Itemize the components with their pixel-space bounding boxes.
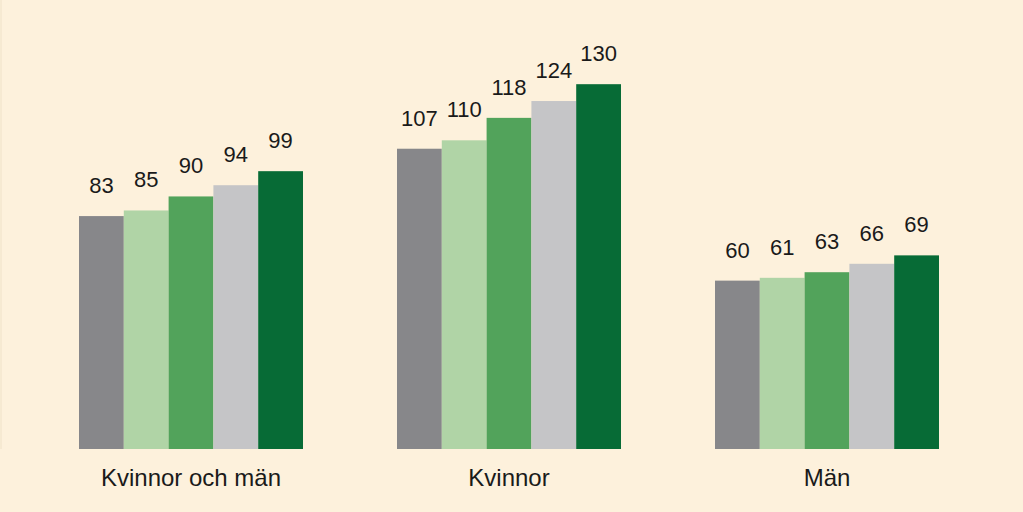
data-label: 69 bbox=[904, 212, 928, 237]
category-label: Kvinnor och män bbox=[101, 464, 281, 491]
data-label: 99 bbox=[268, 128, 292, 153]
data-label: 94 bbox=[224, 142, 248, 167]
data-label: 66 bbox=[860, 221, 884, 246]
bars bbox=[79, 84, 939, 449]
data-label: 110 bbox=[447, 97, 482, 122]
bar bbox=[213, 185, 258, 449]
bar bbox=[576, 84, 621, 449]
data-label: 83 bbox=[89, 173, 113, 198]
background bbox=[0, 0, 1023, 512]
data-label: 124 bbox=[535, 58, 572, 83]
data-label: 130 bbox=[580, 41, 617, 66]
bar bbox=[169, 196, 214, 449]
data-label: 107 bbox=[401, 106, 438, 131]
data-label: 63 bbox=[815, 229, 839, 254]
data-label: 90 bbox=[179, 153, 203, 178]
bar bbox=[849, 264, 894, 449]
data-label: 60 bbox=[725, 238, 749, 263]
category-label: Män bbox=[804, 464, 851, 491]
data-label: 118 bbox=[491, 75, 526, 100]
bar bbox=[124, 210, 169, 449]
bar bbox=[79, 216, 124, 449]
chart-svg: 83 85 90 94 99 Kvinnor och män 107 110 118 124 130… bbox=[0, 0, 1023, 512]
bar bbox=[805, 272, 850, 449]
labels: 83 85 90 94 99 Kvinnor och män 107 110 118 124 130… bbox=[89, 41, 929, 491]
bar bbox=[258, 171, 303, 449]
bar bbox=[397, 149, 442, 449]
y-axis-line bbox=[1, 0, 2, 449]
bar bbox=[894, 255, 939, 449]
category-label: Kvinnor bbox=[468, 464, 549, 491]
data-label: 61 bbox=[770, 235, 794, 260]
bar bbox=[715, 281, 760, 449]
bar bbox=[442, 140, 487, 449]
bar bbox=[487, 118, 532, 449]
bar bbox=[760, 278, 805, 449]
chart: 83 85 90 94 99 Kvinnor och män 107 110 118 124 130… bbox=[0, 0, 1023, 512]
bar bbox=[531, 101, 576, 449]
data-label: 85 bbox=[134, 167, 158, 192]
